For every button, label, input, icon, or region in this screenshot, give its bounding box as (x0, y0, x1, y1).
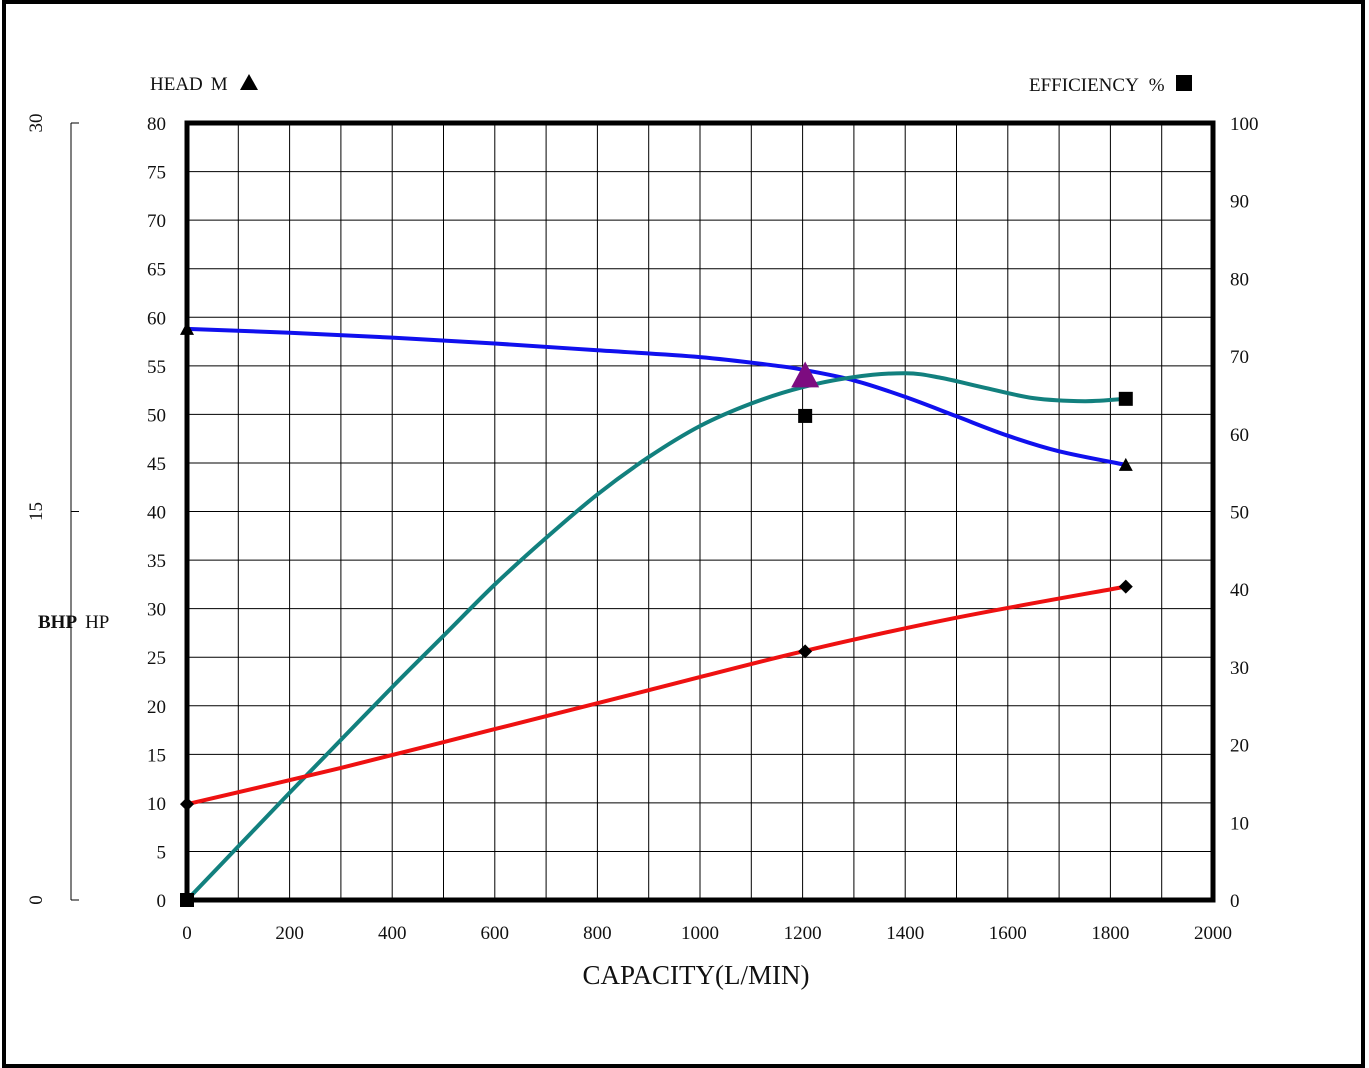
efficiency-axis-title: EFFICIENCY% (1029, 75, 1165, 96)
x-tick-label: 1800 (1091, 923, 1129, 944)
head-tick-label: 45 (147, 454, 166, 475)
efficiency-tick-label: 30 (1230, 658, 1249, 679)
efficiency-tick-label: 100 (1230, 114, 1259, 135)
head-legend-triangle-icon (240, 74, 258, 90)
series-group (185, 326, 1128, 902)
efficiency-tick-label: 50 (1230, 503, 1249, 524)
head-axis-unit: M (211, 74, 228, 95)
head-axis-title: HEAD M (150, 74, 228, 95)
x-axis-label: CAPACITY(L/MIN) (582, 960, 809, 990)
bhp-axis-label: BHP (38, 612, 77, 633)
x-tick-label: 800 (583, 923, 612, 944)
head-tick-label: 30 (147, 600, 166, 621)
efficiency-tick-label: 40 (1230, 580, 1249, 601)
bhp-point-marker (180, 797, 194, 812)
efficiency-legend-square-icon (1176, 75, 1192, 91)
head-tick-label: 15 (147, 745, 166, 766)
operating-point-marker (791, 361, 820, 388)
x-tick-label: 1000 (681, 923, 719, 944)
head-tick-label: 40 (147, 503, 166, 524)
efficiency-tick-label: 10 (1230, 813, 1249, 834)
x-tick-label: 1600 (989, 923, 1027, 944)
x-tick-label: 600 (481, 923, 510, 944)
head-axis-caption: HEAD M (150, 74, 258, 95)
efficiency-axis-caption: EFFICIENCY% (1029, 75, 1192, 96)
head-curve (185, 326, 1128, 467)
efficiency-tick-label: 80 (1230, 269, 1249, 290)
bhp-point-marker (1118, 579, 1133, 594)
head-tick-label: 65 (147, 260, 166, 281)
head-tick-label: 25 (147, 648, 166, 669)
grid-lines (187, 123, 1213, 900)
head-tick-label: 10 (147, 794, 166, 815)
head-tick-label: 50 (147, 405, 166, 426)
bhp-tick-label: 30 (26, 114, 47, 133)
x-tick-label: 200 (275, 923, 304, 944)
efficiency-point-marker (1118, 391, 1133, 406)
efficiency-axis-label: EFFICIENCY (1029, 75, 1139, 96)
bhp-curve (185, 584, 1128, 807)
x-tick-label: 2000 (1194, 923, 1232, 944)
bhp-tick-label: 0 (26, 895, 47, 905)
head-tick-label: 55 (147, 357, 166, 378)
head-tick-label: 70 (147, 211, 166, 232)
bhp-tick-label: 15 (26, 502, 47, 521)
head-tick-label: 75 (147, 163, 166, 184)
efficiency-curve (185, 371, 1128, 902)
head-tick-label: 20 (147, 697, 166, 718)
head-axis-label: HEAD (150, 74, 203, 95)
x-tick-label: 1200 (784, 923, 822, 944)
head-tick-label: 0 (157, 891, 167, 912)
efficiency-point-marker (798, 408, 813, 423)
head-point-marker (1118, 457, 1133, 471)
efficiency-axis-unit: % (1149, 75, 1165, 96)
head-tick-label: 35 (147, 551, 166, 572)
x-tick-label: 400 (378, 923, 407, 944)
head-tick-label: 80 (147, 114, 166, 135)
head-point-marker (180, 321, 194, 335)
efficiency-tick-label: 90 (1230, 192, 1249, 213)
marker-group (180, 321, 1133, 907)
efficiency-tick-label: 60 (1230, 425, 1249, 446)
x-tick-label: 0 (182, 923, 192, 944)
bhp-axis-title: BHP HP (38, 612, 109, 633)
head-tick-label: 60 (147, 308, 166, 329)
bhp-axis: 0 15 30 (26, 114, 79, 905)
bhp-axis-unit: HP (85, 612, 109, 633)
bhp-point-marker (798, 644, 813, 659)
efficiency-point-marker (180, 893, 194, 907)
plot-border (184, 120, 1216, 903)
efficiency-tick-label: 20 (1230, 736, 1249, 757)
x-tick-label: 1400 (886, 923, 924, 944)
efficiency-tick-label: 0 (1230, 891, 1240, 912)
head-tick-label: 5 (157, 842, 167, 863)
efficiency-tick-label: 70 (1230, 347, 1249, 368)
tick-labels: 0 200 400 600 800 1000 1200 1400 1600 1800 2000051… (147, 114, 1259, 944)
bhp-axis-caption: BHP HP (38, 612, 109, 633)
